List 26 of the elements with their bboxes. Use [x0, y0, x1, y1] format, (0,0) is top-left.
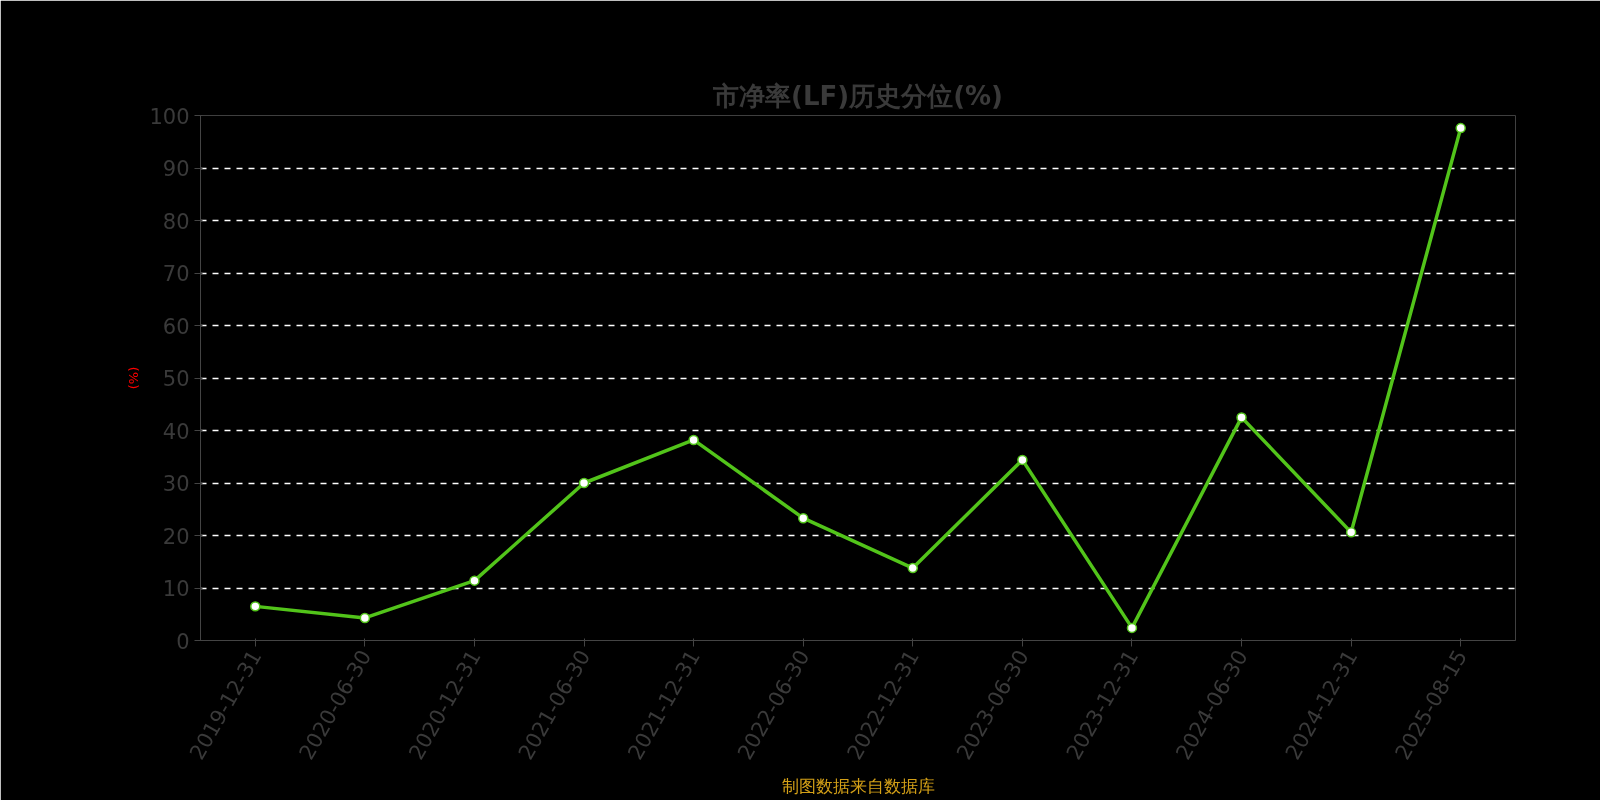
y-tick-label: 90: [162, 157, 190, 181]
point: [578, 477, 590, 489]
point: [1455, 122, 1466, 134]
point: [250, 601, 261, 612]
y-tick-label: 0: [176, 629, 190, 654]
text: 制图数据来自数据库: [781, 775, 935, 796]
point: [1017, 454, 1028, 466]
point: [1126, 622, 1138, 634]
y-tick-label: 50: [162, 367, 190, 391]
chart-title: 市净率(LF)历史分位(%): [712, 80, 1003, 111]
y-tick-label: 60: [162, 314, 190, 339]
y-tick-label: 10: [162, 577, 190, 601]
y-tick-label: 20: [162, 524, 190, 549]
point: [907, 562, 919, 574]
y-axis-title: (%): [126, 366, 142, 390]
y-tick-label: 100: [149, 104, 190, 129]
y-tick-label: 70: [162, 262, 190, 286]
y-tick-label: 40: [162, 419, 190, 444]
y-tick-label: 30: [162, 472, 190, 496]
point: [469, 575, 480, 586]
point: [1236, 412, 1247, 423]
point: [688, 434, 699, 446]
point: [1345, 527, 1357, 538]
point: [359, 612, 371, 624]
point: [797, 512, 809, 524]
y-tick-label: 80: [162, 209, 190, 234]
